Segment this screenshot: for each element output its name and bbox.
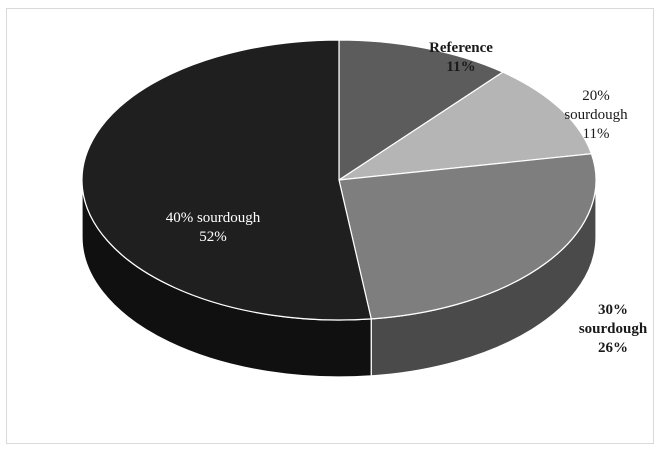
pie-label-40-sourdough: 40% sourdough xyxy=(166,210,261,226)
pie-percent-20-sourdough: 11% xyxy=(583,126,610,142)
pie-percent-reference: 11% xyxy=(446,59,475,75)
pie-labels: Reference 11% 20% sourdough 11% 30% sourdough 2… xyxy=(166,40,648,356)
pie-slice-40-sourdough xyxy=(81,39,372,321)
pie-label-30-sourdough: sourdough xyxy=(579,321,648,337)
pie-label-30-sourdough: 30% xyxy=(598,302,628,318)
pie-top-faces xyxy=(81,39,597,321)
pie-slice-reference xyxy=(338,39,504,181)
pie-slice-20-sourdough xyxy=(338,71,593,181)
pie-label-20-sourdough: 20% xyxy=(582,88,610,104)
pie-label-reference: Reference xyxy=(429,40,493,56)
pie-label-20-sourdough: sourdough xyxy=(564,107,628,123)
pie-percent-30-sourdough: 26% xyxy=(598,340,628,356)
pie-percent-40-sourdough: 52% xyxy=(199,229,227,245)
pie-slice-30-sourdough xyxy=(338,153,597,320)
